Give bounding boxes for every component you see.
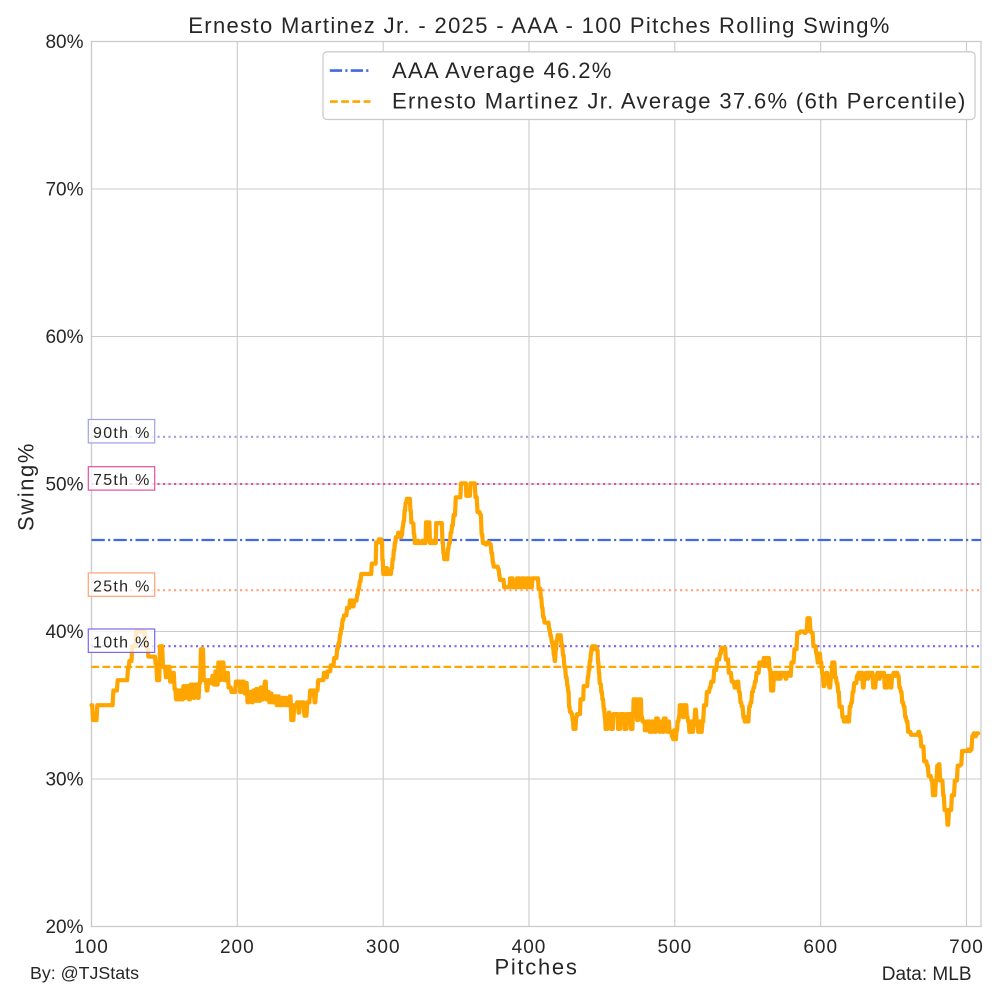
svg-text:AAA Average 46.2%: AAA Average 46.2% [392,58,613,83]
svg-text:80%: 80% [45,32,83,53]
svg-text:700: 700 [949,937,984,958]
svg-text:500: 500 [657,937,692,958]
svg-text:20%: 20% [45,917,83,938]
svg-text:Data: MLB: Data: MLB [882,964,972,985]
svg-text:Pitches: Pitches [494,955,578,980]
svg-text:30%: 30% [45,770,83,791]
svg-text:10th %: 10th % [93,635,151,652]
svg-text:100: 100 [74,937,109,958]
svg-text:Ernesto Martinez Jr. - 2025 -: Ernesto Martinez Jr. - 2025 - AAA - 100 … [188,13,890,38]
svg-text:25th %: 25th % [93,578,151,595]
svg-text:50%: 50% [45,475,83,496]
svg-text:400: 400 [512,937,547,958]
svg-text:300: 300 [366,937,401,958]
svg-text:Swing%: Swing% [14,442,39,531]
svg-text:600: 600 [803,937,838,958]
svg-text:75th %: 75th % [93,472,151,489]
svg-text:By: @TJStats: By: @TJStats [30,963,139,983]
svg-text:Ernesto Martinez Jr. Average 3: Ernesto Martinez Jr. Average 37.6% (6th … [392,88,967,113]
svg-text:60%: 60% [45,327,83,348]
svg-text:90th %: 90th % [93,425,151,442]
svg-text:200: 200 [220,937,255,958]
svg-text:40%: 40% [45,622,83,643]
svg-text:70%: 70% [45,180,83,201]
